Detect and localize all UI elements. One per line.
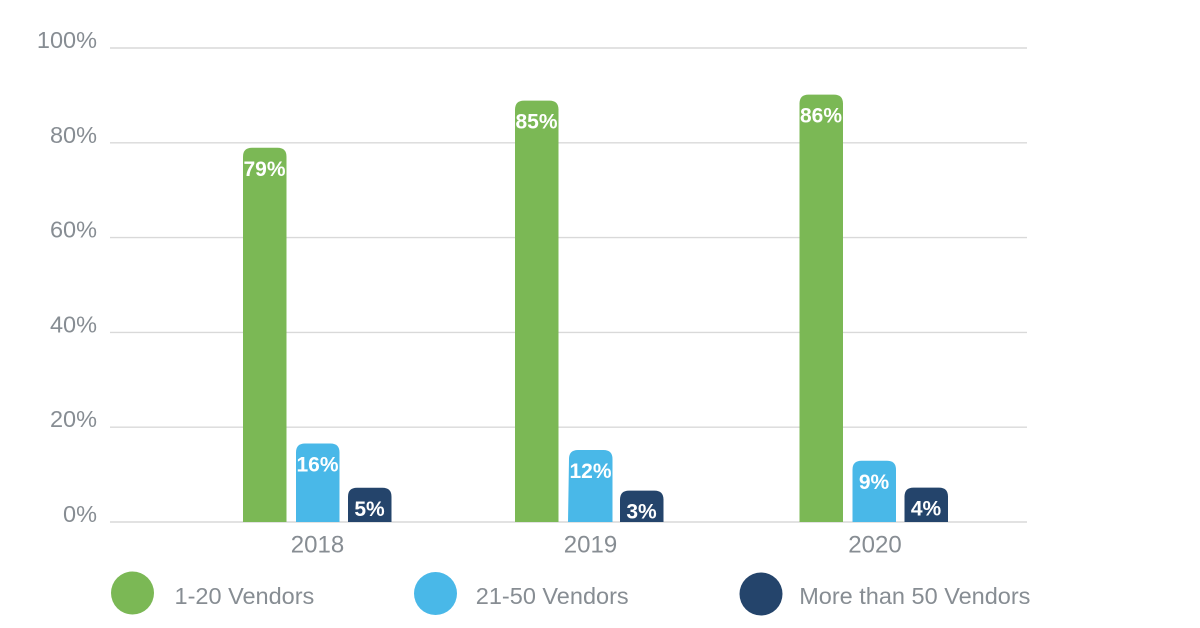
svg-text:2019: 2019 xyxy=(564,532,617,559)
svg-text:40%: 40% xyxy=(50,311,97,337)
svg-text:5%: 5% xyxy=(354,498,385,521)
svg-text:100%: 100% xyxy=(37,27,97,53)
svg-text:0%: 0% xyxy=(63,501,97,527)
svg-text:21-50 Vendors: 21-50 Vendors xyxy=(476,583,629,609)
svg-text:79%: 79% xyxy=(243,158,285,181)
svg-text:85%: 85% xyxy=(515,111,557,134)
svg-text:3%: 3% xyxy=(626,501,657,524)
svg-text:80%: 80% xyxy=(50,122,97,148)
svg-text:20%: 20% xyxy=(50,406,97,432)
svg-text:4%: 4% xyxy=(911,498,942,521)
svg-text:86%: 86% xyxy=(800,105,842,128)
svg-text:9%: 9% xyxy=(859,471,890,494)
svg-text:12%: 12% xyxy=(569,460,611,483)
svg-text:2020: 2020 xyxy=(848,532,901,559)
svg-text:16%: 16% xyxy=(296,454,338,477)
svg-text:60%: 60% xyxy=(50,217,97,243)
svg-text:1-20 Vendors: 1-20 Vendors xyxy=(175,583,315,609)
svg-text:More than 50 Vendors: More than 50 Vendors xyxy=(799,583,1030,609)
svg-text:2018: 2018 xyxy=(291,532,344,559)
